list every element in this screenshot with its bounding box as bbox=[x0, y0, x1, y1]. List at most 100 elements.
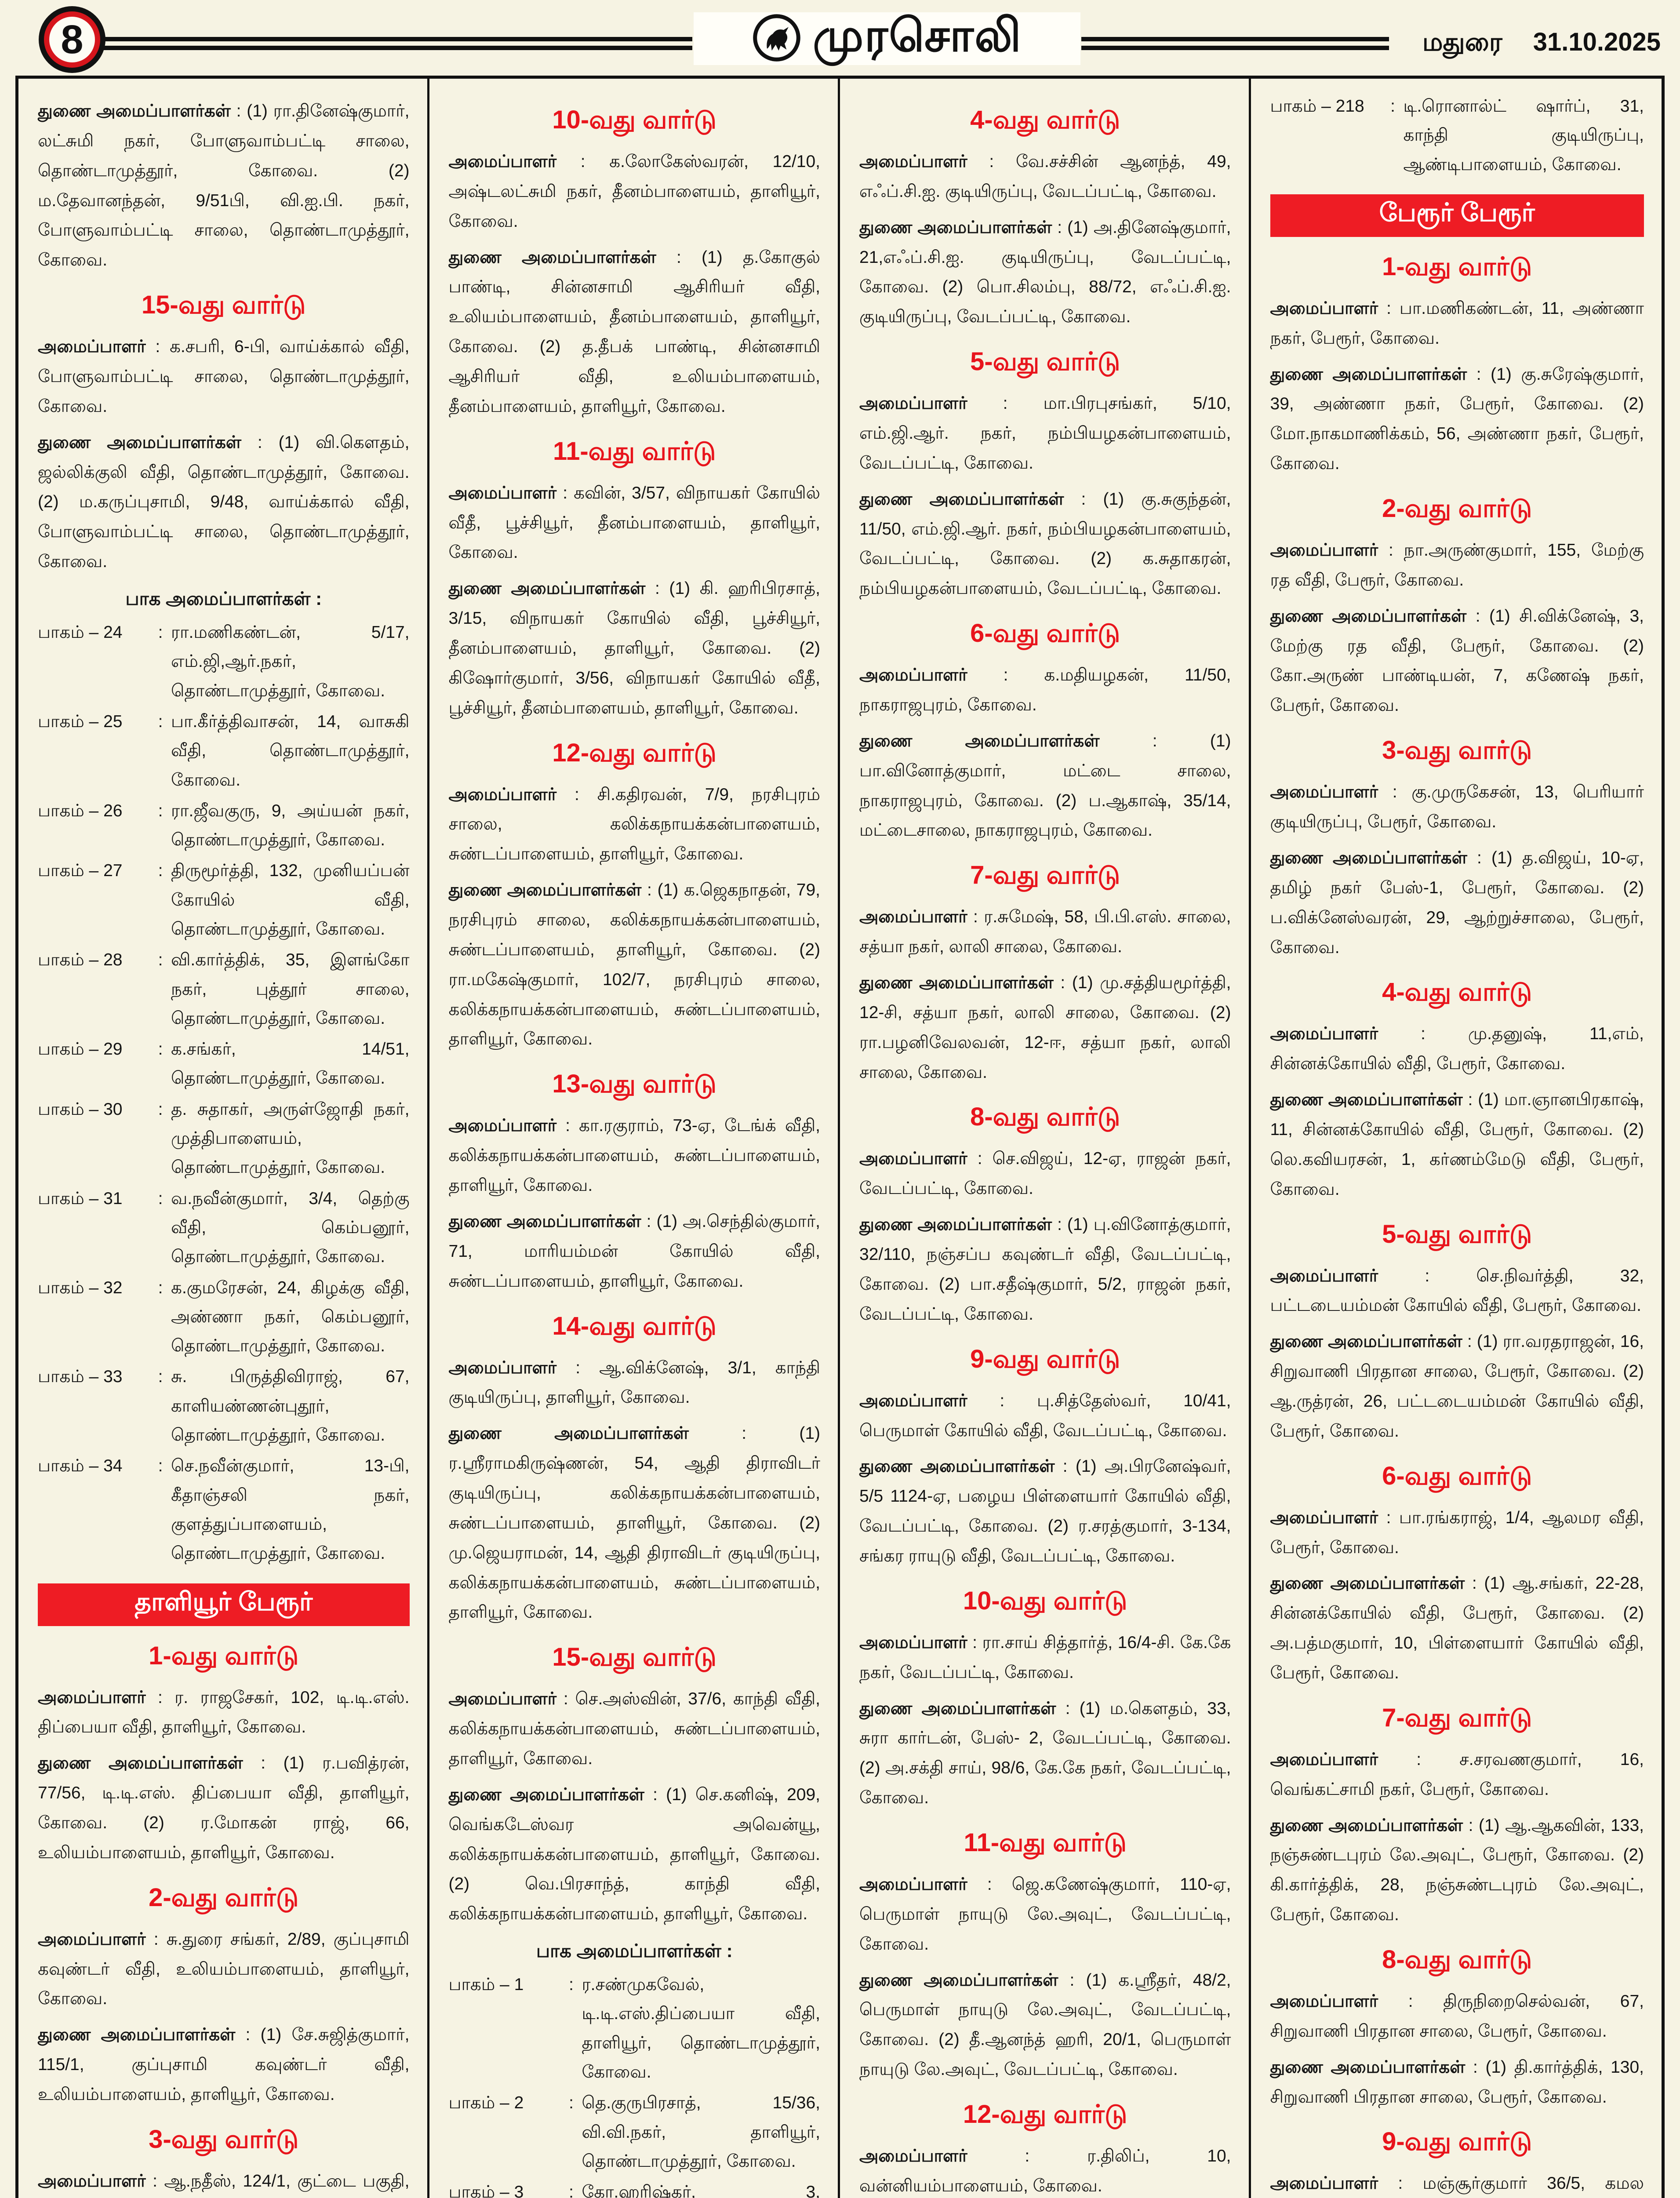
organizer-entry: அமைப்பாளர் : வே.சச்சின் ஆனந்த், 49, எஃப்… bbox=[859, 152, 1231, 201]
organizer-entry: அமைப்பாளர் : சி.கதிரவன், 7/9, நரசிபுரம் … bbox=[448, 785, 821, 864]
entry-label: அமைப்பாளர் bbox=[38, 2171, 153, 2191]
deputy-organizers-entry: துணை அமைப்பாளர்கள் : (1) செ.கனிஷ், 209, … bbox=[448, 1785, 821, 1924]
deputy-organizers-entry: துணை அமைப்பாளர்கள் : (1) ஆ.ஆகவின், 133, … bbox=[1270, 1816, 1644, 1925]
entry-label: அமைப்பாளர் bbox=[448, 1689, 564, 1709]
organizer-entry: அமைப்பாளர் : கு.முருகேசன், 13, பெரியார் … bbox=[1270, 782, 1644, 832]
entry-label: அமைப்பாளர் bbox=[859, 2146, 1025, 2165]
ward-heading: 12-வது வார்டு bbox=[963, 2100, 1127, 2129]
part-text: க.சங்கர், 14/51, தொண்டாமுத்தூர், கோவை. bbox=[171, 1040, 410, 1088]
entry-label: துணை அமைப்பாளர்கள் bbox=[1270, 2057, 1473, 2077]
organizer-entry: அமைப்பாளர் : பு.சித்தேஸ்வர், 10/41, பெரு… bbox=[859, 1391, 1231, 1440]
entry-label: துணை அமைப்பாளர்கள் bbox=[1270, 364, 1476, 384]
deputy-organizers-entry: துணை அமைப்பாளர்கள் : (1) மு.சத்தியமூர்த்… bbox=[859, 973, 1231, 1082]
part-colon: : bbox=[569, 1975, 574, 1994]
organizer-entry: அமைப்பாளர் : செ.விஜய், 12-ஏ, ராஜன் நகர்,… bbox=[859, 1149, 1231, 1198]
masthead: 8 முரசொலி மதுரை 31.10.2025 bbox=[0, 0, 1680, 76]
entry-label: துணை அமைப்பாளர்கள் bbox=[448, 247, 677, 267]
entry-label: அமைப்பாளர் bbox=[1270, 2174, 1398, 2193]
deputy-organizers-entry: துணை அமைப்பாளர்கள் : (1) ரா.தினேஷ்குமார்… bbox=[38, 102, 410, 270]
deputy-organizers-entry: துணை அமைப்பாளர்கள் : (1) வி.கௌதம், ஜல்லி… bbox=[38, 433, 410, 571]
entry-label: துணை அமைப்பாளர்கள் bbox=[38, 102, 236, 120]
part-colon: : bbox=[1390, 97, 1395, 116]
deputy-organizers-entry: துணை அமைப்பாளர்கள் : (1) த.கோகுல் பாண்டி… bbox=[448, 247, 821, 416]
ward-heading: 12-வது வார்டு bbox=[552, 738, 717, 767]
part-number: பாகம் – 32 bbox=[38, 1278, 123, 1297]
deputy-organizers-entry: துணை அமைப்பாளர்கள் : (1) க.ஸ்ரீதர், 48/2… bbox=[859, 1970, 1231, 2079]
ward-heading: 3-வது வார்டு bbox=[1382, 736, 1532, 765]
ward-heading: 5-வது வார்டு bbox=[970, 347, 1120, 376]
entry-label: துணை அமைப்பாளர்கள் bbox=[859, 973, 1061, 993]
ward-heading: 3-வது வார்டு bbox=[149, 2125, 299, 2154]
entry-label: அமைப்பாளர் bbox=[859, 907, 973, 927]
part-number: பாகம் – 27 bbox=[38, 861, 123, 881]
part-colon: : bbox=[158, 1099, 163, 1119]
part-text: வி.கார்த்திக், 35, இளங்கோ நகர், புத்தூர்… bbox=[171, 950, 410, 1028]
part-text: திருமூர்த்தி, 132, முனியப்பன் கோயில் வீத… bbox=[171, 861, 410, 939]
entry-label: துணை அமைப்பாளர்கள் bbox=[859, 1457, 1063, 1476]
entry-label: அமைப்பாளர் bbox=[448, 152, 581, 171]
entry-label: அமைப்பாளர் bbox=[448, 483, 563, 502]
masthead-rule-right bbox=[1081, 37, 1389, 50]
entry-label: அமைப்பாளர் bbox=[38, 337, 156, 357]
part-organizer-row: பாகம் – 32: க.குமரேசன், 24, கிழக்கு வீதி,… bbox=[38, 1274, 410, 1361]
part-organizer-row: பாகம் – 24: ரா.மணிகண்டன், 5/17, எம்.ஜி,ஆர… bbox=[38, 618, 410, 706]
organizer-entry: அமைப்பாளர் : திருநிறைசெல்வன், 67, சிறுவா… bbox=[1270, 1991, 1644, 2041]
organizer-entry: அமைப்பாளர் : க.மதியழகன், 11/50, நாகராஜபு… bbox=[859, 666, 1231, 715]
entry-label: துணை அமைப்பாளர்கள் bbox=[448, 1212, 647, 1231]
part-colon: : bbox=[158, 950, 163, 970]
part-colon: : bbox=[158, 1189, 163, 1208]
entry-label: அமைப்பாளர் bbox=[1270, 1750, 1417, 1769]
organizer-entry: அமைப்பாளர் : ர. ராஜசேகர், 102, டி.டி.எஸ்… bbox=[38, 1688, 410, 1737]
column-1: துணை அமைப்பாளர்கள் : (1) ரா.தினேஷ்குமார்… bbox=[18, 79, 429, 2198]
part-text: தெ.குருபிரசாத், 15/36, வி.வி.நகர், தாளிய… bbox=[582, 2093, 821, 2171]
part-text: ரா.ஜீவகுரு, 9, அய்யன் நகர், தொண்டாமுத்தூ… bbox=[171, 801, 410, 850]
deputy-organizers-entry: துணை அமைப்பாளர்கள் : (1) ர.ஸ்ரீராமகிருஷ்… bbox=[448, 1424, 821, 1622]
edition-dateline: மதுரை 31.10.2025 bbox=[1422, 27, 1661, 60]
ward-heading: 8-வது வார்டு bbox=[970, 1103, 1120, 1132]
entry-label: அமைப்பாளர் bbox=[448, 785, 575, 804]
ward-heading: 11-வது வார்டு bbox=[553, 437, 716, 466]
part-number: பாகம் – 3 bbox=[448, 2183, 524, 2198]
entry-label: அமைப்பாளர் bbox=[859, 152, 989, 171]
part-text: ரா.மணிகண்டன், 5/17, எம்.ஜி,ஆர்.நகர், தொண… bbox=[171, 623, 410, 700]
part-organizer-row: பாகம் – 1: ர.சண்முகவேல், டி.டி.எஸ்.திப்பை… bbox=[449, 1970, 821, 2087]
part-number: பாகம் – 29 bbox=[38, 1040, 123, 1059]
organizer-entry: அமைப்பாளர் : ஆ.விக்னேஷ், 3/1, காந்தி குட… bbox=[448, 1358, 821, 1407]
part-number: பாகம் – 28 bbox=[38, 950, 123, 970]
ward-heading: 10-வது வார்டு bbox=[552, 106, 717, 134]
masthead-rule-left bbox=[99, 37, 692, 50]
ward-heading: 2-வது வார்டு bbox=[149, 1883, 299, 1912]
ward-heading: 8-வது வார்டு bbox=[1382, 1945, 1532, 1974]
entry-label: அமைப்பாளர் bbox=[1270, 1991, 1408, 2011]
deputy-organizers-entry: துணை அமைப்பாளர்கள் : (1) ம.கௌதம், 33, சு… bbox=[859, 1699, 1231, 1808]
part-organizer-row: பாகம் – 25: பா.கீர்த்திவாசன், 14, வாசுகி … bbox=[38, 707, 410, 795]
part-colon: : bbox=[158, 712, 163, 731]
edition-city: மதுரை bbox=[1422, 28, 1502, 56]
organizer-entry: அமைப்பாளர் : நா.அருண்குமார், 155, மேற்கு… bbox=[1270, 541, 1644, 590]
deputy-organizers-entry: துணை அமைப்பாளர்கள் : (1) கு.சுரேஷ்குமார்… bbox=[1270, 364, 1644, 473]
entry-label: துணை அமைப்பாளர்கள் bbox=[859, 218, 1058, 237]
part-organizer-row: பாகம் – 33: சு. பிருத்திவிராஜ், 67, காளிய… bbox=[38, 1362, 410, 1450]
part-text: சு. பிருத்திவிராஜ், 67, காளியண்ணன்புதூர்… bbox=[171, 1367, 410, 1445]
deputy-organizers-entry: துணை அமைப்பாளர்கள் : (1) தி.கார்த்திக், … bbox=[1270, 2057, 1644, 2107]
part-organizer-row: பாகம் – 34: செ.நவீன்குமார், 13-பி, கீதாஞ்… bbox=[38, 1452, 410, 1568]
ward-heading: 5-வது வார்டு bbox=[1382, 1219, 1532, 1248]
entry-label: துணை அமைப்பாளர்கள் bbox=[1270, 1574, 1472, 1593]
deputy-organizers-entry: துணை அமைப்பாளர்கள் : (1) சே.சுஜித்குமார்… bbox=[38, 2025, 410, 2104]
deputy-organizers-entry: துணை அமைப்பாளர்கள் : (1) கி. ஹரிபிரசாத்,… bbox=[448, 579, 821, 717]
ward-heading: 1-வது வார்டு bbox=[149, 1641, 299, 1670]
ward-heading: 15-வது வார்டு bbox=[141, 291, 306, 320]
deputy-organizers-entry: துணை அமைப்பாளர்கள் : (1) ரா.வரதராஜன், 16… bbox=[1270, 1332, 1644, 1441]
part-colon: : bbox=[158, 861, 163, 881]
part-organizer-row: பாகம் – 3: கோ.ஹரிஷ்கர், 3, மணியக்காரர் வீ… bbox=[449, 2178, 821, 2198]
entry-label: அமைப்பாளர் bbox=[1270, 782, 1393, 802]
organizer-entry: அமைப்பாளர் : ஜெ.கணேஷ்குமார், 110-ஏ, பெரு… bbox=[859, 1874, 1231, 1954]
deputy-organizers-entry: துணை அமைப்பாளர்கள் : (1) கு.சுகுந்தன், 1… bbox=[859, 489, 1231, 598]
part-colon: : bbox=[569, 2093, 574, 2113]
part-number: பாகம் – 25 bbox=[38, 712, 123, 731]
organizer-entry: அமைப்பாளர் : சு.துரை சங்கர், 2/89, குப்ப… bbox=[38, 1929, 410, 2009]
part-text: த. சுதாகர், அருள்ஜோதி நகர், முத்திபாளையம… bbox=[171, 1099, 410, 1177]
part-organizer-row: பாகம் – 218: டி.ரொனால்ட் ஷார்ப், 31, காந்… bbox=[1270, 92, 1644, 179]
entry-label: அமைப்பாளர் bbox=[38, 1688, 158, 1707]
